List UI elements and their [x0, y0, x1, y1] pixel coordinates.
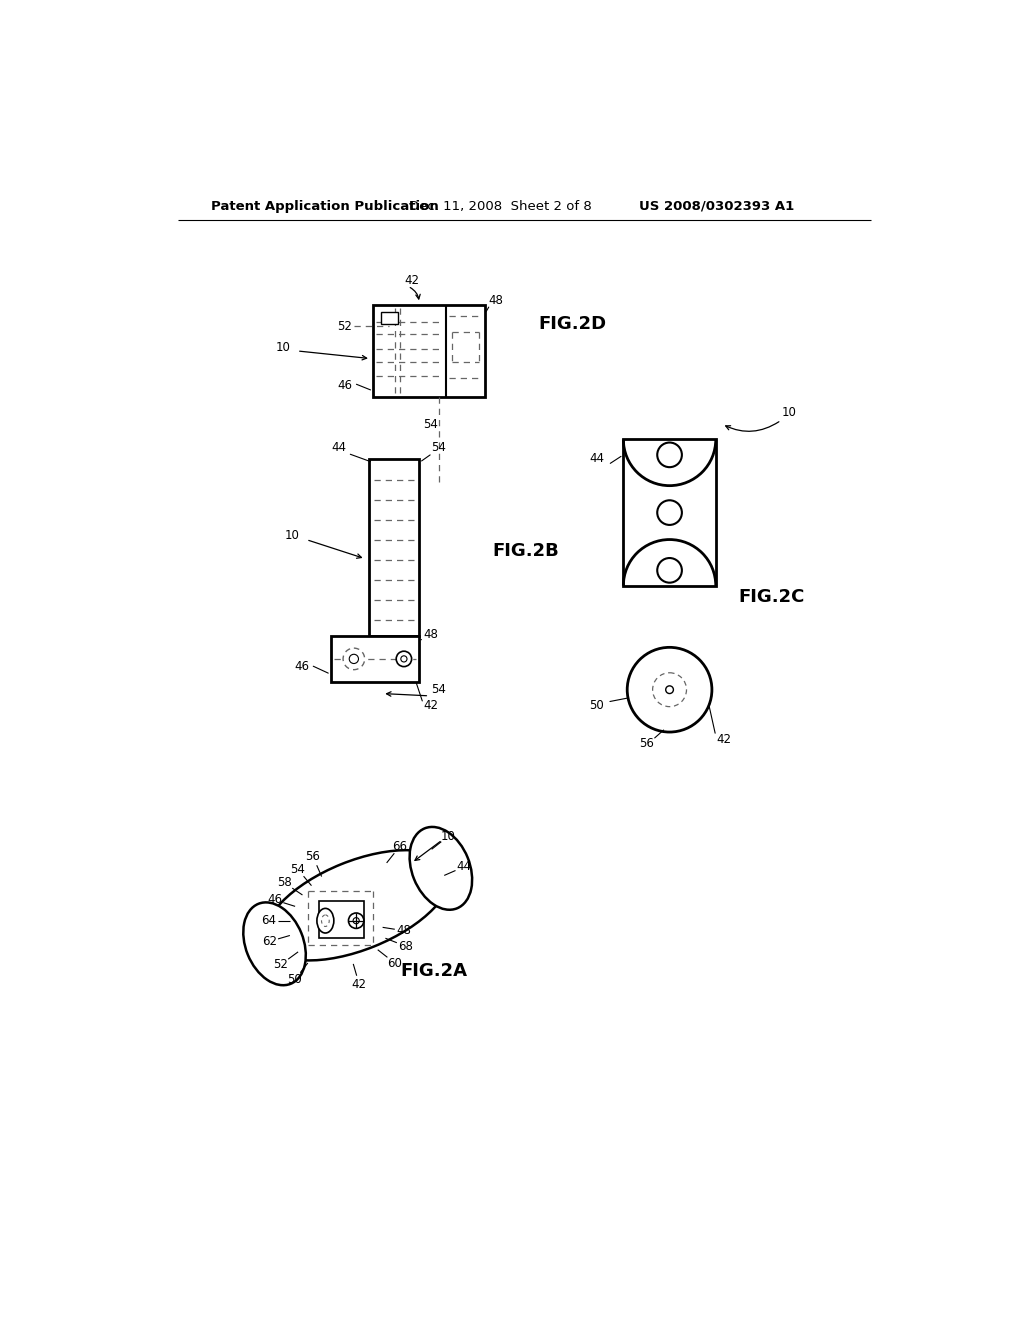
- Text: 50: 50: [287, 973, 302, 986]
- Text: 56: 56: [639, 737, 654, 750]
- Text: 56: 56: [305, 850, 321, 863]
- Circle shape: [353, 917, 359, 924]
- Text: 60: 60: [387, 957, 402, 970]
- Circle shape: [343, 648, 365, 669]
- Text: 64: 64: [261, 915, 275, 927]
- Text: 10: 10: [275, 341, 291, 354]
- Text: US 2008/0302393 A1: US 2008/0302393 A1: [639, 199, 794, 213]
- Text: 48: 48: [423, 628, 438, 640]
- Bar: [319, 902, 364, 939]
- Circle shape: [348, 913, 364, 928]
- Text: 44: 44: [589, 453, 604, 465]
- Bar: [331, 636, 419, 682]
- Circle shape: [657, 442, 682, 467]
- Ellipse shape: [410, 826, 472, 909]
- Text: 10: 10: [441, 829, 456, 842]
- Text: 42: 42: [423, 698, 438, 711]
- Text: 42: 42: [716, 733, 731, 746]
- Ellipse shape: [244, 903, 306, 985]
- Text: 66: 66: [392, 840, 408, 853]
- Text: 46: 46: [267, 894, 282, 907]
- Ellipse shape: [316, 908, 334, 933]
- Circle shape: [628, 647, 712, 733]
- Text: 54: 54: [431, 441, 446, 454]
- Text: 52: 52: [337, 319, 352, 333]
- Circle shape: [349, 655, 358, 664]
- Text: FIG.2A: FIG.2A: [400, 962, 467, 979]
- Text: 10: 10: [285, 529, 300, 543]
- Text: 54: 54: [423, 417, 438, 430]
- Text: 46: 46: [337, 379, 352, 392]
- Text: 42: 42: [404, 273, 419, 286]
- Bar: [624, 440, 716, 586]
- Ellipse shape: [265, 850, 451, 961]
- Text: 48: 48: [488, 294, 504, 308]
- Text: 44: 44: [457, 861, 471, 874]
- Text: 68: 68: [398, 940, 413, 953]
- Text: 48: 48: [396, 924, 412, 937]
- Text: FIG.2B: FIG.2B: [493, 543, 559, 560]
- Text: 42: 42: [352, 978, 367, 991]
- Circle shape: [396, 651, 412, 667]
- Circle shape: [657, 500, 682, 525]
- Circle shape: [400, 656, 407, 663]
- Text: FIG.2D: FIG.2D: [539, 315, 607, 333]
- Text: 52: 52: [273, 958, 288, 972]
- Text: 50: 50: [589, 698, 604, 711]
- Text: Patent Application Publication: Patent Application Publication: [211, 199, 439, 213]
- Circle shape: [657, 558, 682, 582]
- Text: FIG.2C: FIG.2C: [739, 589, 805, 606]
- Text: 54: 54: [290, 862, 305, 875]
- Ellipse shape: [322, 915, 330, 927]
- Bar: [373, 305, 484, 397]
- Bar: [381, 313, 397, 323]
- Bar: [370, 459, 419, 636]
- Text: 58: 58: [278, 876, 292, 890]
- Text: 54: 54: [431, 684, 446, 696]
- Text: 62: 62: [262, 935, 276, 948]
- Text: 46: 46: [294, 660, 309, 673]
- Text: 44: 44: [331, 441, 346, 454]
- Circle shape: [652, 673, 686, 706]
- Text: 10: 10: [781, 407, 797, 418]
- Circle shape: [666, 686, 674, 693]
- Text: Dec. 11, 2008  Sheet 2 of 8: Dec. 11, 2008 Sheet 2 of 8: [410, 199, 592, 213]
